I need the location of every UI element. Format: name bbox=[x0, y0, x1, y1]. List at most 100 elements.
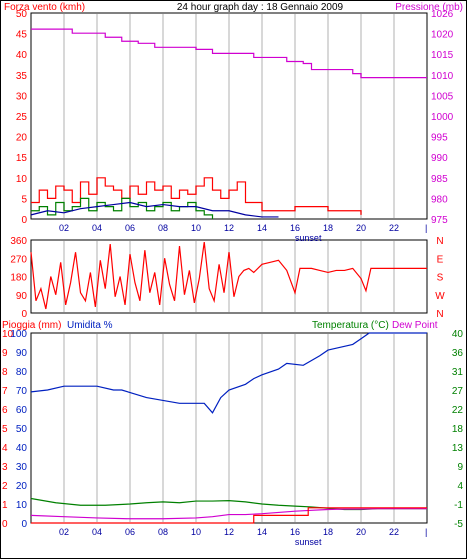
x-tick-end: | bbox=[425, 527, 427, 537]
y-tick-label: 1005 bbox=[431, 91, 454, 102]
x-tick-label: 04 bbox=[92, 223, 102, 233]
y-tick-label: 10 bbox=[16, 174, 28, 185]
y-tick-label: W bbox=[435, 291, 445, 302]
wind-speed-line bbox=[31, 177, 362, 215]
wind-direction-line bbox=[30, 241, 427, 310]
y-tick-label: 1 bbox=[2, 500, 8, 511]
wind-axis-title: Forza vento (kmh) bbox=[4, 2, 85, 13]
grid-lines bbox=[63, 14, 395, 522]
x-tick-label: 20 bbox=[356, 223, 366, 233]
y-tick-label: 45 bbox=[16, 30, 28, 41]
x-tick-label: 22 bbox=[389, 527, 399, 537]
pressure-axis-title: Pressione (mb) bbox=[395, 2, 463, 13]
y-tick-label: N bbox=[436, 309, 443, 320]
x-tick-label: 02 bbox=[59, 527, 69, 537]
rain-line bbox=[31, 507, 427, 524]
y-tick-label: 20 bbox=[16, 481, 28, 492]
y-tick-label: 60 bbox=[16, 405, 28, 416]
x-tick-label: 20 bbox=[356, 527, 366, 537]
y-tick-label: 35 bbox=[16, 71, 28, 82]
y-tick-label: 1010 bbox=[431, 71, 454, 82]
y-tick-label: 30 bbox=[16, 462, 28, 473]
humidity-axis-title: Umidita % bbox=[67, 320, 113, 331]
y-tick-label: 270 bbox=[10, 254, 27, 265]
x-tick-label: 12 bbox=[224, 223, 234, 233]
y-tick-label: -1 bbox=[454, 500, 463, 511]
y-tick-label: 0 bbox=[21, 519, 27, 530]
rain-axis-title: Pioggia (mm) bbox=[2, 320, 61, 331]
y-tick-label: 50 bbox=[16, 9, 28, 20]
x-tick-label: 02 bbox=[59, 223, 69, 233]
y-tick-label: 40 bbox=[452, 329, 464, 340]
y-tick-label: 40 bbox=[16, 443, 28, 454]
dewpoint-line bbox=[30, 508, 427, 520]
y-tick-label: 22 bbox=[452, 405, 464, 416]
y-tick-label: 4 bbox=[457, 481, 463, 492]
direction-plot-frame bbox=[30, 239, 428, 314]
graph-title: 24 hour graph day : 18 Gennaio 2009 bbox=[177, 2, 344, 13]
sunset-label: sunset bbox=[295, 537, 322, 547]
y-tick-label: 980 bbox=[431, 194, 448, 205]
x-tick-label: 22 bbox=[389, 223, 399, 233]
wind-plot-frame bbox=[30, 12, 428, 220]
x-tick-label: 12 bbox=[224, 527, 234, 537]
y-tick-label: 985 bbox=[431, 174, 448, 185]
y-tick-label: N bbox=[436, 236, 443, 247]
y-tick-label: 8 bbox=[2, 367, 8, 378]
y-tick-label: 9 bbox=[457, 462, 463, 473]
y-tick-label: 30 bbox=[16, 91, 28, 102]
y-tick-label: 9 bbox=[2, 348, 8, 359]
x-tick-label: 14 bbox=[257, 527, 267, 537]
wind-average-line bbox=[30, 201, 279, 218]
y-tick-label: 1026 bbox=[431, 9, 454, 20]
y-tick-label: 0 bbox=[2, 519, 8, 530]
y-tick-label: 40 bbox=[16, 50, 28, 61]
y-tick-label: 27 bbox=[452, 386, 464, 397]
y-tick-label: 1015 bbox=[431, 50, 454, 61]
series-lines bbox=[30, 28, 427, 524]
dewpoint-axis-title: Dew Point bbox=[392, 320, 438, 331]
x-tick-label: 18 bbox=[323, 527, 333, 537]
x-tick-label: 16 bbox=[290, 527, 300, 537]
x-tick-label: 08 bbox=[158, 527, 168, 537]
y-tick-label: E bbox=[437, 254, 444, 265]
y-tick-label: 70 bbox=[16, 386, 28, 397]
x-tick-label: 14 bbox=[257, 223, 267, 233]
y-tick-label: 3 bbox=[2, 462, 8, 473]
y-tick-label: 100 bbox=[10, 329, 27, 340]
y-tick-label: 18 bbox=[452, 424, 464, 435]
sunset-label: sunset bbox=[295, 233, 322, 243]
y-tick-label: 20 bbox=[16, 133, 28, 144]
y-tick-label: 0 bbox=[21, 309, 27, 320]
y-tick-label: 1020 bbox=[431, 30, 454, 41]
y-tick-label: 7 bbox=[2, 386, 8, 397]
x-tick-label: 06 bbox=[125, 223, 135, 233]
x-tick-end: | bbox=[425, 223, 427, 233]
temperature-axis-title: Temperatura (°C) bbox=[312, 320, 389, 331]
y-tick-label: 990 bbox=[431, 153, 448, 164]
x-tick-label: 18 bbox=[323, 223, 333, 233]
y-tick-label: 25 bbox=[16, 112, 28, 123]
x-tick-label: 08 bbox=[158, 223, 168, 233]
x-tick-label: 06 bbox=[125, 527, 135, 537]
y-tick-label: 90 bbox=[16, 348, 28, 359]
y-tick-label: -5 bbox=[454, 519, 463, 530]
y-tick-label: 4 bbox=[2, 443, 8, 454]
y-tick-label: 5 bbox=[2, 424, 8, 435]
y-tick-label: S bbox=[437, 273, 444, 284]
humidity-line bbox=[30, 332, 427, 414]
y-tick-label: 13 bbox=[452, 443, 464, 454]
y-tick-label: 180 bbox=[10, 273, 27, 284]
y-tick-label: 15 bbox=[16, 153, 28, 164]
y-tick-label: 31 bbox=[452, 367, 464, 378]
y-tick-label: 2 bbox=[2, 481, 8, 492]
y-tick-label: 1000 bbox=[431, 112, 454, 123]
y-tick-label: 0 bbox=[21, 215, 27, 226]
x-tick-label: 04 bbox=[92, 527, 102, 537]
x-tick-label: 10 bbox=[191, 527, 201, 537]
y-tick-label: 50 bbox=[16, 424, 28, 435]
y-tick-label: 80 bbox=[16, 367, 28, 378]
